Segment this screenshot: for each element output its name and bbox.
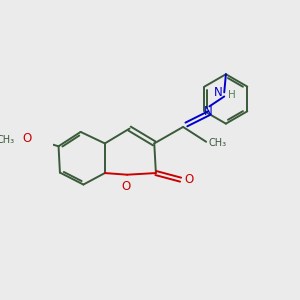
Text: H: H: [228, 90, 236, 100]
Text: CH₃: CH₃: [208, 138, 227, 148]
Text: N: N: [203, 105, 212, 118]
Text: O: O: [22, 132, 32, 146]
Text: O: O: [122, 181, 131, 194]
Text: CH₃: CH₃: [0, 135, 15, 145]
Text: N: N: [214, 86, 223, 99]
Text: O: O: [185, 173, 194, 186]
